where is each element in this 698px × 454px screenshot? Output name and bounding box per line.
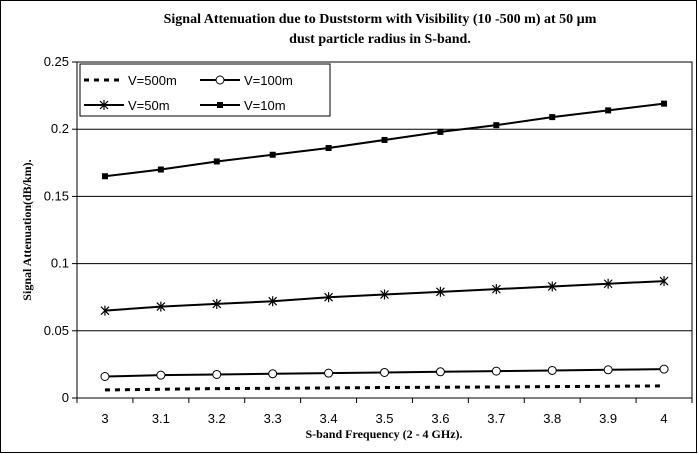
y-axis-ticks: 0 0.05 0.1 0.15 0.2 0.25 bbox=[44, 54, 77, 405]
legend-label: V=500m bbox=[128, 73, 177, 88]
series-v-500m bbox=[104, 384, 665, 392]
chart-title-line-2: dust particle radius in S-band. bbox=[289, 32, 471, 47]
asterisk-marker bbox=[99, 100, 109, 110]
legend-box bbox=[79, 63, 331, 117]
y-tick-label: 0 bbox=[62, 390, 69, 405]
legend-label: V=10m bbox=[244, 98, 286, 113]
legend-label: V=100m bbox=[244, 73, 293, 88]
y-tick-label: 0.15 bbox=[44, 188, 69, 203]
square-marker bbox=[157, 166, 164, 173]
series-v-50m bbox=[100, 276, 669, 316]
y-axis-label: Signal Attenuation(dB/km). bbox=[20, 159, 34, 300]
square-marker bbox=[605, 107, 612, 114]
legend-item-v-10m: V=10m bbox=[200, 98, 286, 113]
asterisk-marker bbox=[212, 298, 222, 309]
circle-marker bbox=[380, 367, 389, 377]
circle-marker bbox=[547, 365, 557, 375]
circle-marker bbox=[603, 365, 613, 375]
square-marker bbox=[381, 136, 388, 143]
series-line bbox=[104, 384, 665, 392]
asterisk-marker bbox=[547, 281, 557, 292]
square-marker bbox=[325, 145, 332, 152]
circle-marker bbox=[212, 369, 222, 379]
square-marker bbox=[661, 100, 668, 107]
asterisk-marker bbox=[324, 292, 334, 303]
series-v-10m bbox=[101, 100, 668, 180]
x-tick-label: 3.7 bbox=[487, 411, 505, 426]
square-marker bbox=[213, 158, 220, 165]
circle-marker bbox=[491, 366, 501, 376]
x-tick-label: 3.3 bbox=[264, 411, 282, 426]
chart-title-line-1: Signal Attenuation due to Duststorm with… bbox=[164, 12, 597, 27]
y-tick-label: 0.05 bbox=[44, 323, 69, 338]
asterisk-marker bbox=[380, 289, 389, 300]
y-tick-label: 0.1 bbox=[51, 256, 69, 271]
circle-marker bbox=[659, 364, 669, 374]
legend-item-v-50m: V=50m bbox=[84, 98, 170, 113]
asterisk-marker bbox=[268, 296, 278, 307]
legend-label: V=50m bbox=[128, 98, 170, 113]
x-tick-label: 3.4 bbox=[320, 411, 338, 426]
x-tick-label: 3.9 bbox=[599, 411, 617, 426]
asterisk-marker bbox=[100, 305, 110, 316]
x-axis-ticks: 3 3.1 3.2 3.3 3.4 3.5 3.6 3.7 3.8 3.9 4 bbox=[76, 398, 693, 426]
asterisk-marker bbox=[659, 276, 669, 287]
x-tick-label: 3.2 bbox=[208, 411, 226, 426]
series-v-100m bbox=[100, 364, 669, 381]
circle-marker bbox=[324, 368, 334, 378]
circle-marker bbox=[215, 75, 225, 85]
x-tick-label: 3.1 bbox=[152, 411, 170, 426]
circle-marker bbox=[156, 370, 166, 380]
x-tick-label: 3 bbox=[101, 411, 108, 426]
circle-marker bbox=[100, 371, 110, 381]
x-tick-label: 3.8 bbox=[543, 411, 561, 426]
square-marker bbox=[269, 151, 276, 158]
legend-item-v-100m: V=100m bbox=[200, 73, 293, 88]
square-marker bbox=[549, 114, 556, 121]
y-tick-label: 0.2 bbox=[51, 121, 69, 136]
x-tick-label: 3.5 bbox=[375, 411, 393, 426]
x-tick-label: 3.6 bbox=[431, 411, 449, 426]
circle-marker bbox=[268, 369, 278, 379]
x-tick-label: 4 bbox=[660, 411, 667, 426]
circle-marker bbox=[435, 367, 445, 377]
legend: V=500m V=100m V=50m V=10m bbox=[79, 63, 331, 117]
asterisk-marker bbox=[491, 284, 501, 295]
square-marker bbox=[101, 173, 108, 180]
square-marker bbox=[217, 102, 223, 108]
asterisk-marker bbox=[156, 301, 166, 312]
asterisk-marker bbox=[435, 286, 445, 297]
y-tick-label: 0.25 bbox=[44, 54, 69, 69]
asterisk-marker bbox=[603, 278, 613, 289]
square-marker bbox=[437, 128, 444, 135]
plot-area bbox=[76, 61, 693, 399]
legend-item-v-500m: V=500m bbox=[84, 73, 177, 88]
x-axis-label: S-band Frequency (2 - 4 GHz). bbox=[305, 427, 462, 441]
gridlines bbox=[77, 128, 692, 332]
square-marker bbox=[493, 122, 500, 129]
series-layer bbox=[100, 100, 669, 392]
